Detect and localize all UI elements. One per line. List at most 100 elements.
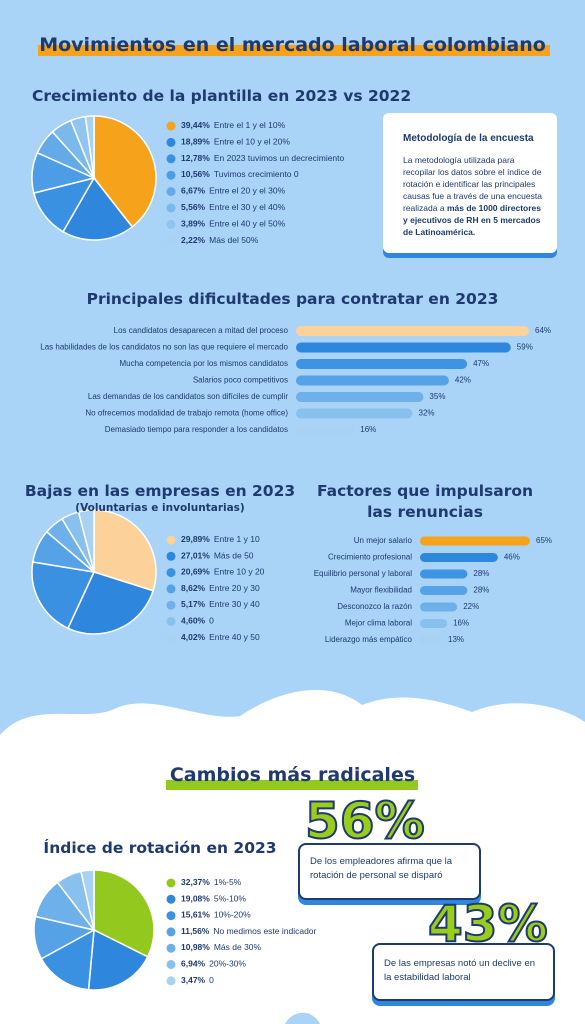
legend-category: Entre el 10 y el 20% xyxy=(214,137,291,147)
bar-value-label: 16% xyxy=(360,425,376,434)
bar-category: Liderazgo más empático xyxy=(325,635,413,644)
bar-category: Salarios poco competitivos xyxy=(193,376,288,385)
legend-label: 5,17% Entre 30 y 40 xyxy=(181,599,260,609)
legend-category: 0 xyxy=(209,975,214,985)
pie-slice xyxy=(77,509,95,573)
legend-dot xyxy=(166,551,176,561)
pie-slice xyxy=(93,509,157,592)
legend-value: 3,89% xyxy=(181,219,206,229)
bar-category: Los candidatos desaparecen a mitad del p… xyxy=(114,326,289,335)
title-highlight xyxy=(38,45,550,56)
legend-dot xyxy=(166,203,176,213)
legend-category: No medimos este indicador xyxy=(213,926,316,936)
methodology-title: Metodología de la encuesta xyxy=(403,133,534,144)
bar-category: Un mejor salario xyxy=(354,536,413,545)
legend-value: 32,37% xyxy=(181,877,210,887)
legend-category: Entre el 30 y el 40% xyxy=(209,202,286,212)
legend-label: 20,69% Entre 10 y 20 xyxy=(181,567,265,577)
legend-category: 1%-5% xyxy=(214,877,242,887)
legend-dot xyxy=(166,121,176,131)
legend-dot xyxy=(166,927,176,937)
text-bold: más de 1000 directores y ejecutivos de R… xyxy=(403,203,541,237)
methodology-text: La metodología utilizada para recopilar … xyxy=(403,154,547,238)
stat-text: De los empleadores afirma que la rotació… xyxy=(310,856,453,881)
pie-slice xyxy=(80,869,95,931)
bar-value-label: 32% xyxy=(419,409,435,418)
bar xyxy=(296,359,468,369)
main-title: Movimientos en el mercado laboral colomb… xyxy=(39,34,546,56)
legend-value: 10,98% xyxy=(181,942,210,952)
legend-category: Más del 50% xyxy=(209,235,259,245)
bar-category: Las habilidades de los candidatos no son… xyxy=(40,343,288,352)
legend-value: 27,01% xyxy=(181,551,210,561)
legend-dot xyxy=(166,600,176,610)
chart-title: Principales dificultades para contratar … xyxy=(86,290,499,308)
bar xyxy=(296,326,529,336)
legend-dot xyxy=(166,137,176,147)
bar xyxy=(420,536,530,546)
legend-value: 39,44% xyxy=(181,120,210,130)
stat-number: 56% xyxy=(304,791,426,851)
legend-category: 20%-30% xyxy=(209,959,246,969)
bar-value-label: 35% xyxy=(429,392,445,401)
legend-dot xyxy=(166,633,176,643)
bar-value-label: 28% xyxy=(473,586,489,595)
legend-category: 0 xyxy=(209,616,214,626)
section-highlight xyxy=(166,780,418,790)
legend-label: 6,67% Entre el 20 y el 30% xyxy=(181,186,286,196)
legend-label: 2,22% Más del 50% xyxy=(181,235,259,245)
legend-dot xyxy=(166,170,176,180)
legend-label: 4,60% 0 xyxy=(181,616,214,626)
bar xyxy=(296,392,424,402)
bar-category: Desconozco la razón xyxy=(337,602,412,611)
pie-slice xyxy=(40,928,95,991)
chart-title: Factores que impulsaron las renuncias xyxy=(316,482,534,521)
pie-slice xyxy=(62,176,134,241)
bar xyxy=(420,553,498,562)
legend-category: Entre 10 y 20 xyxy=(214,567,265,577)
legend-label: 10,98% Más de 30% xyxy=(181,942,262,952)
bar-category: Demasiado tiempo para responder a los ca… xyxy=(105,425,288,434)
pie-slice xyxy=(87,928,149,991)
legend-category: En 2023 tuvimos un decrecimiento xyxy=(214,153,345,163)
legend-dot xyxy=(166,976,176,986)
legend-category: Entre el 40 y el 50% xyxy=(209,219,286,229)
bar-category: Las demandas de los candidatos son difíc… xyxy=(88,392,288,401)
bar-value-label: 42% xyxy=(455,376,471,385)
bar-value-label: 28% xyxy=(473,569,489,578)
chart-title: Bajas en las empresas en 2023 xyxy=(24,482,296,500)
legend-label: 19,08% 5%-10% xyxy=(181,894,246,904)
chart-title: Crecimiento de la plantilla en 2023 vs 2… xyxy=(32,87,412,105)
bar-value-label: 22% xyxy=(463,602,479,611)
legend-label: 4,02% Entre 40 y 50 xyxy=(181,632,260,642)
bar xyxy=(420,569,468,579)
legend-category: Más de 30% xyxy=(214,942,262,952)
chart-title: Índice de rotación en 2023 xyxy=(43,839,277,857)
legend-value: 3,47% xyxy=(181,975,206,985)
legend-label: 12,78% En 2023 tuvimos un decrecimiento xyxy=(181,153,345,163)
legend-category: Entre 20 y 30 xyxy=(209,583,260,593)
legend-label: 39,44% Entre el 1 y el 10% xyxy=(181,120,286,130)
legend-label: 10,56% Tuvimos crecimiento 0 xyxy=(181,169,299,179)
bar-value-label: 16% xyxy=(453,619,469,628)
bar xyxy=(420,586,468,595)
legend-category: Entre el 1 y el 10% xyxy=(214,120,286,130)
legend-value: 8,62% xyxy=(181,583,206,593)
pie-slice xyxy=(93,869,155,958)
bar-category: Mucha competencia por los mismos candida… xyxy=(119,359,288,368)
bar-value-label: 59% xyxy=(517,343,533,352)
legend-value: 15,61% xyxy=(181,910,210,920)
legend-label: 29,89% Entre 1 y 10 xyxy=(181,534,260,544)
legend-category: Tuvimos crecimiento 0 xyxy=(214,169,299,179)
legend-dot xyxy=(166,943,176,953)
pie-slice xyxy=(31,561,96,630)
legend-label: 11,56% No medimos este indicador xyxy=(181,926,317,936)
legend-category: Entre 30 y 40 xyxy=(209,599,260,609)
bar-value-label: 46% xyxy=(504,553,520,562)
legend-label: 6,94% 20%-30% xyxy=(181,959,246,969)
bar xyxy=(296,425,355,435)
bar-value-label: 47% xyxy=(473,359,489,368)
legend-value: 19,08% xyxy=(181,894,210,904)
